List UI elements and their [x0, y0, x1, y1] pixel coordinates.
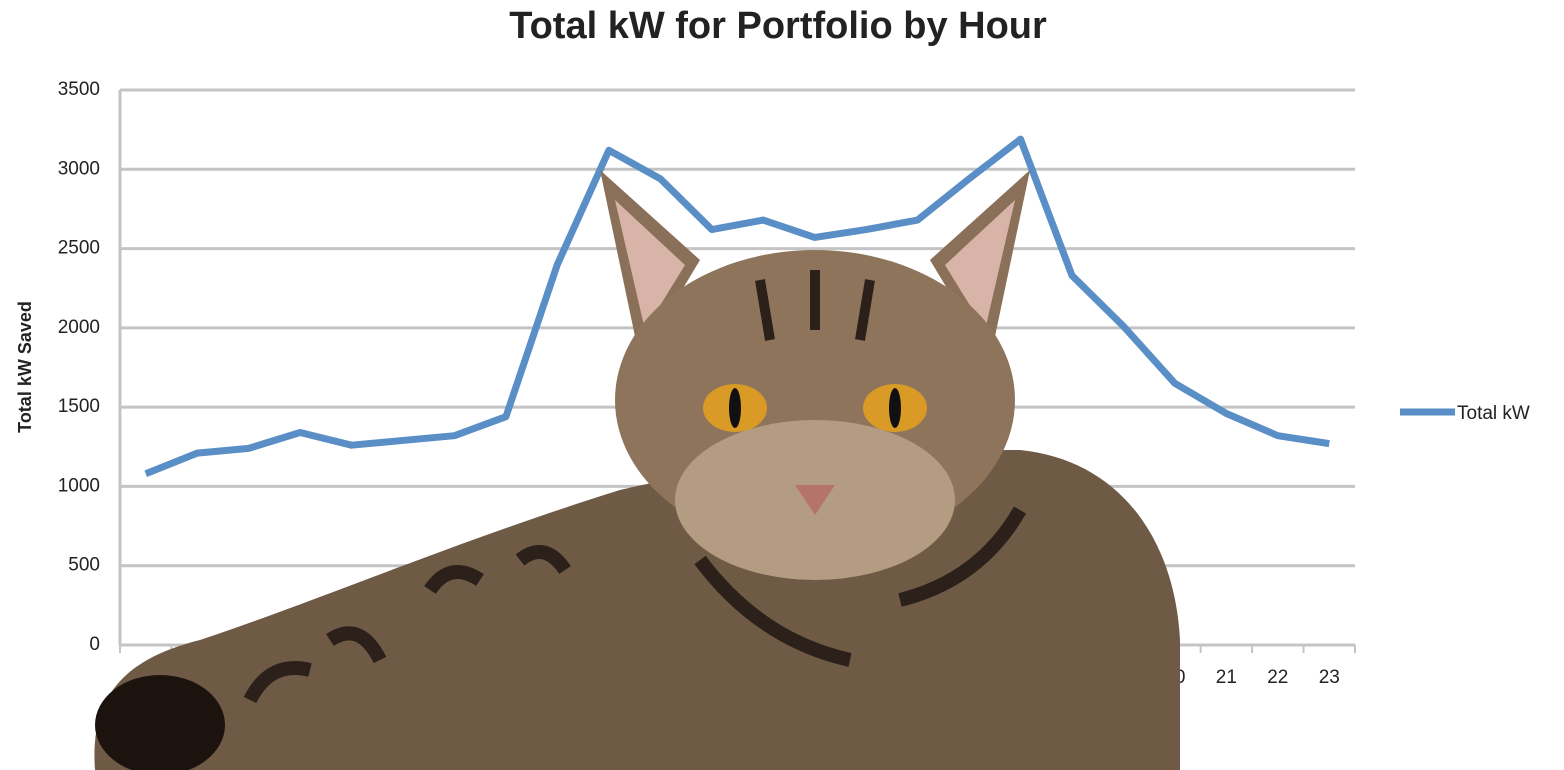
y-tick-label: 2000	[58, 317, 100, 338]
x-tick-label: 21	[1216, 667, 1237, 688]
y-tick-label: 3000	[58, 158, 100, 179]
y-tick-label: 500	[68, 555, 100, 576]
y-tick-label: 1500	[58, 396, 100, 417]
y-tick-label: 1000	[58, 475, 100, 496]
chart-title: Total kW for Portfolio by Hour	[509, 5, 1047, 47]
x-tick-label: 23	[1319, 667, 1340, 688]
x-tick-label: 22	[1267, 667, 1288, 688]
legend-label: Total kW	[1457, 403, 1530, 424]
data-line	[144, 135, 1330, 477]
y-tick-label: 3500	[58, 79, 100, 100]
y-tick-label: 0	[89, 634, 100, 655]
cat-photo	[94, 170, 1181, 770]
y-axis-label: Total kW Saved	[15, 301, 35, 433]
y-tick-label: 2500	[58, 238, 100, 259]
